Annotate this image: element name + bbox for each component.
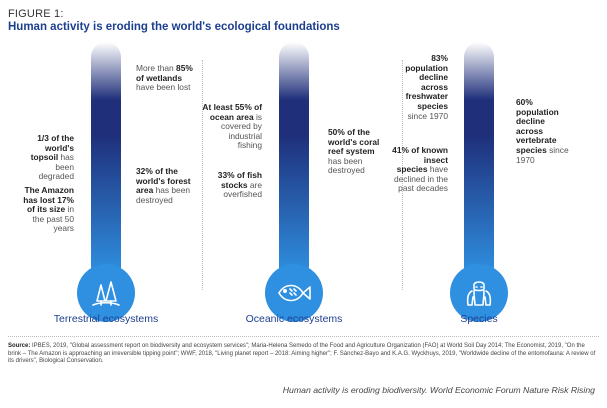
fish-icon xyxy=(278,284,311,302)
stat-fish-stocks: 33% of fish stocks are overfished xyxy=(217,170,262,200)
column-divider xyxy=(202,60,204,290)
category-oceanic: Oceanic ecosystems xyxy=(245,313,343,325)
stat-coral-reef: 50% of the world's coral reef system has… xyxy=(328,127,380,176)
stat-topsoil: 1/3 of the world's topsoil has been degr… xyxy=(30,133,74,182)
category-terrestrial: Terrestrial ecosystems xyxy=(53,313,159,325)
thermometer-tube xyxy=(279,42,309,274)
gorilla-icon xyxy=(466,281,492,306)
sources-text: Source: IPBES, 2019, "Global assessment … xyxy=(8,343,596,365)
sources-divider xyxy=(8,336,599,337)
thermometer-bulb xyxy=(77,264,135,322)
stat-forest: 32% of the world's forest area has been … xyxy=(136,166,191,205)
stat-amazon: The Amazon has lost 17% of its size in t… xyxy=(23,185,74,234)
figure-title: Human activity is eroding the world's ec… xyxy=(8,21,340,33)
stat-vertebrates: 60% population decline across vertebrate… xyxy=(516,97,569,165)
stat-insects: 41% of known insect species have decline… xyxy=(392,145,448,194)
stat-freshwater: 83% population decline across freshwater… xyxy=(405,53,448,121)
thermometer-tube xyxy=(464,42,494,274)
figure-label: FIGURE 1: xyxy=(8,8,64,20)
caption: Human activity is eroding biodiversity. … xyxy=(282,385,595,395)
column-divider xyxy=(402,60,404,290)
thermometer-tube xyxy=(91,42,121,274)
category-species: Species xyxy=(460,313,498,325)
trees-icon xyxy=(92,281,120,306)
thermometer-bulb xyxy=(265,264,323,322)
stat-wetlands: More than 85% of wetlands have been lost xyxy=(136,63,193,93)
stat-ocean-fishing: At least 55% of ocean area is covered by… xyxy=(202,102,262,151)
thermometer-bulb xyxy=(450,264,508,322)
